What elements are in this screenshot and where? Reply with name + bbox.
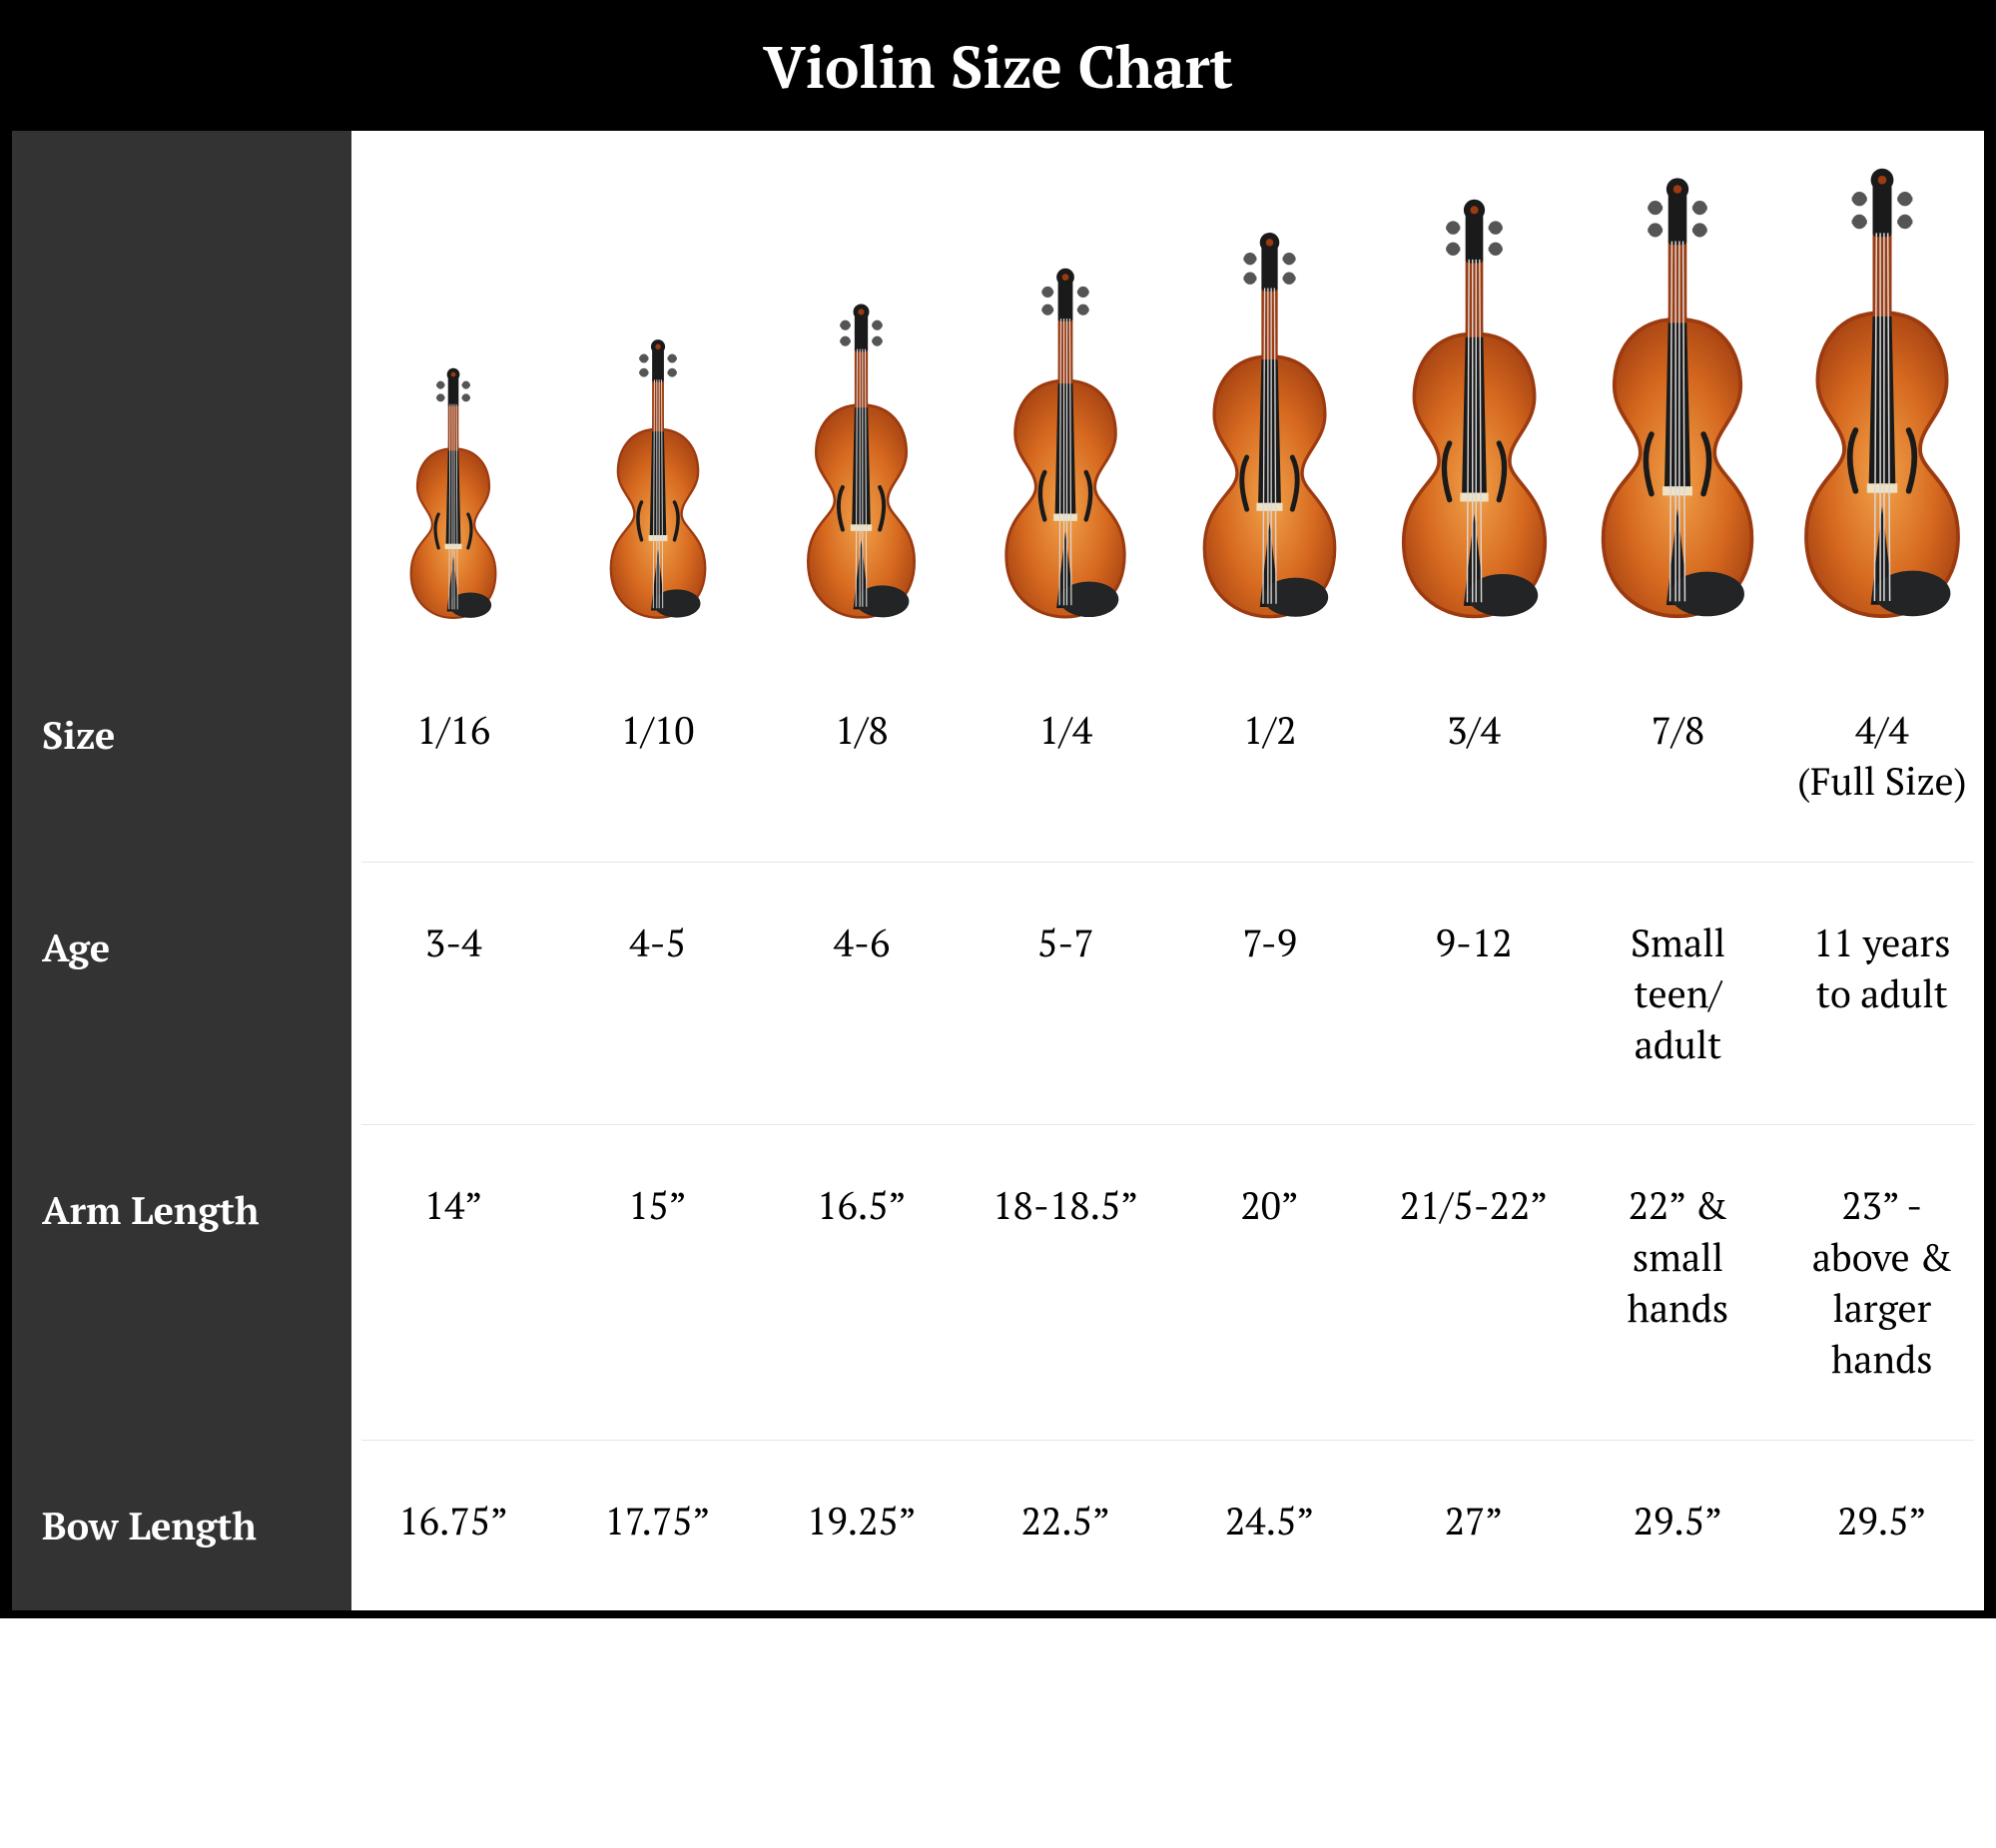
- chart-grid: Size 1/16 1/10 1/8 1/4 1/2 3/4 7/8 4/4 (…: [12, 131, 1984, 1610]
- cell-age-2: 4-6: [760, 863, 964, 1126]
- cell-age-7: 11 years to adult: [1780, 863, 1984, 1126]
- cell-age-0: 3-4: [351, 863, 555, 1126]
- cell-arm-7: 23” - above & larger hands: [1780, 1125, 1984, 1440]
- cell-bow-0: 16.75”: [351, 1441, 555, 1610]
- violin-image-5: [1372, 131, 1576, 650]
- cell-age-4: 7-9: [1168, 863, 1372, 1126]
- cell-bow-6: 29.5”: [1576, 1441, 1779, 1610]
- cell-size-2: 1/8: [760, 650, 964, 863]
- cell-size-4: 1/2: [1168, 650, 1372, 863]
- cell-size-5: 3/4: [1372, 650, 1576, 863]
- cell-age-3: 5-7: [964, 863, 1167, 1126]
- violin-image-4: [1168, 131, 1372, 650]
- cell-arm-3: 18-18.5”: [964, 1125, 1167, 1440]
- row-label-size: Size: [12, 650, 351, 863]
- violin-image-0: [351, 131, 555, 650]
- violin-image-3: [964, 131, 1167, 650]
- cell-size-0: 1/16: [351, 650, 555, 863]
- cell-bow-3: 22.5”: [964, 1441, 1167, 1610]
- cell-age-5: 9-12: [1372, 863, 1576, 1126]
- cell-bow-1: 17.75”: [555, 1441, 759, 1610]
- cell-age-1: 4-5: [555, 863, 759, 1126]
- cell-bow-5: 27”: [1372, 1441, 1576, 1610]
- cell-arm-6: 22” & small hands: [1576, 1125, 1779, 1440]
- cell-bow-4: 24.5”: [1168, 1441, 1372, 1610]
- cell-bow-2: 19.25”: [760, 1441, 964, 1610]
- cell-arm-0: 14”: [351, 1125, 555, 1440]
- cell-size-6: 7/8: [1576, 650, 1779, 863]
- cell-arm-2: 16.5”: [760, 1125, 964, 1440]
- violin-image-6: [1576, 131, 1779, 650]
- row-label-images: [12, 131, 351, 650]
- row-label-bow: Bow Length: [12, 1441, 351, 1610]
- row-label-age: Age: [12, 863, 351, 1126]
- violin-image-2: [760, 131, 964, 650]
- row-label-arm: Arm Length: [12, 1125, 351, 1440]
- cell-size-1: 1/10: [555, 650, 759, 863]
- cell-bow-7: 29.5”: [1780, 1441, 1984, 1610]
- cell-arm-1: 15”: [555, 1125, 759, 1440]
- cell-age-6: Small teen/ adult: [1576, 863, 1779, 1126]
- cell-size-7: 4/4 (Full Size): [1780, 650, 1984, 863]
- violin-image-7: [1780, 131, 1984, 650]
- cell-size-3: 1/4: [964, 650, 1167, 863]
- chart-container: Violin Size Chart: [0, 0, 1996, 1618]
- cell-arm-5: 21/5-22”: [1372, 1125, 1576, 1440]
- cell-arm-4: 20”: [1168, 1125, 1372, 1440]
- violin-image-1: [555, 131, 759, 650]
- chart-title: Violin Size Chart: [0, 0, 1996, 131]
